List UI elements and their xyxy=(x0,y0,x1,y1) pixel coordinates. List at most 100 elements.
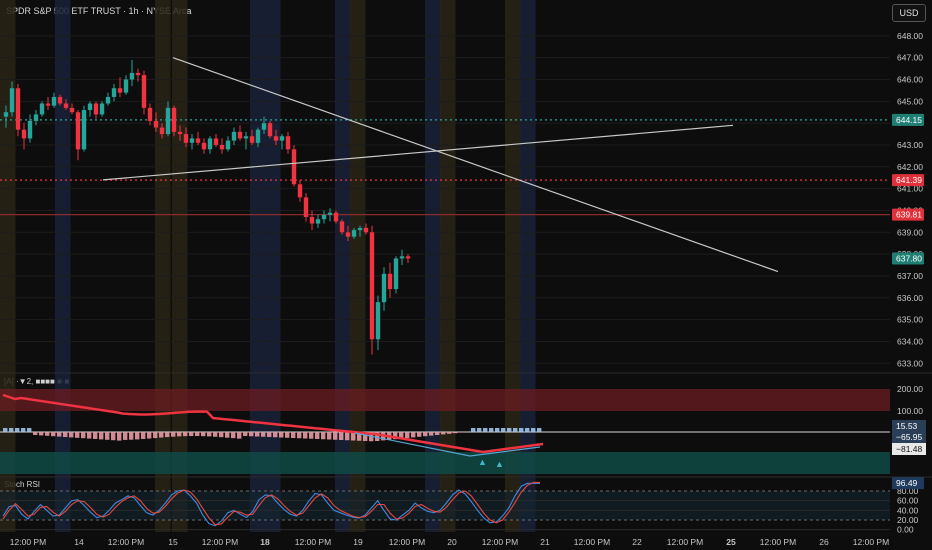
oscillator-bar xyxy=(357,432,362,441)
candle-body xyxy=(231,131,237,141)
oscillator-value-box xyxy=(892,420,926,432)
oscillator-bar xyxy=(201,432,206,437)
buy-signal-marker: ▲ xyxy=(478,457,487,467)
oscillator-bar xyxy=(105,432,110,440)
oscillator-bar xyxy=(273,432,278,438)
candle-body xyxy=(9,88,15,113)
oscillator-bar xyxy=(51,432,56,437)
oscillator-bar xyxy=(231,432,236,439)
candle-body xyxy=(135,72,141,76)
oscillator-bar xyxy=(213,432,218,437)
oscillator-bar xyxy=(393,432,398,440)
oscillator-bar xyxy=(417,432,422,437)
price-tick-label: 634.00 xyxy=(897,336,923,346)
oscillator-bar xyxy=(345,432,350,441)
oscillator-bar xyxy=(261,432,266,437)
oscillator-bar xyxy=(225,432,230,438)
oscillator-bar xyxy=(447,432,452,434)
oscillator-bar xyxy=(129,432,134,440)
candle-body xyxy=(339,221,345,233)
time-tick-label: 15 xyxy=(168,537,178,547)
candle-body xyxy=(315,219,321,224)
oscillator-bar xyxy=(519,428,524,432)
oscillator-bar xyxy=(87,432,92,439)
stoch-rsi-label: Stoch RSI xyxy=(4,480,41,489)
candle-body xyxy=(75,112,81,150)
oscillator-bar xyxy=(405,432,410,438)
candle-body xyxy=(105,96,111,104)
oscillator-bar xyxy=(525,428,530,432)
stoch-value-box xyxy=(892,477,924,490)
candle-body xyxy=(303,197,309,218)
time-tick-label: 26 xyxy=(819,537,829,547)
candle-body xyxy=(363,227,369,233)
candle-body xyxy=(27,120,33,139)
time-tick-label: 22 xyxy=(632,537,642,547)
currency-button[interactable]: USD xyxy=(892,4,926,22)
oscillator-label: [A] ·▼2, ■■■■ ■·■ xyxy=(4,377,70,386)
price-label-box xyxy=(892,252,924,265)
oscillator-bar xyxy=(495,428,500,432)
price-label-text: 641.39 xyxy=(896,175,922,185)
candle-body xyxy=(393,258,399,290)
candle-body xyxy=(99,103,105,115)
candle-body xyxy=(345,232,351,237)
oscillator-bar xyxy=(135,432,140,440)
oscillator-bar xyxy=(249,432,254,437)
oscillator-bar xyxy=(399,432,404,439)
buy-signal-marker: ▲ xyxy=(495,459,504,469)
oscillator-bar xyxy=(9,428,14,432)
oscillator-bar xyxy=(237,432,242,439)
candle-body xyxy=(87,103,93,111)
oscillator-bar xyxy=(141,432,146,440)
candle-body xyxy=(249,136,255,143)
time-tick-label: 20 xyxy=(447,537,457,547)
time-tick-label: 12:00 PM xyxy=(295,537,331,547)
candle-body xyxy=(399,256,405,259)
oscillator-bar xyxy=(501,428,506,432)
candle-body xyxy=(15,88,21,130)
time-tick-label: 12:00 PM xyxy=(574,537,610,547)
oscillator-value-text: −81.48 xyxy=(896,444,923,454)
candle-body xyxy=(351,230,357,237)
candle-body xyxy=(147,107,153,121)
candle-body xyxy=(357,227,363,231)
oscillator-bar xyxy=(375,432,380,441)
stoch-d-line xyxy=(2,481,540,526)
oscillator-bar xyxy=(303,432,308,439)
oscillator-bar xyxy=(507,428,512,432)
price-tick-label: 635.00 xyxy=(897,315,923,325)
price-tick-label: 641.00 xyxy=(897,184,923,194)
time-tick-label: 12:00 PM xyxy=(389,537,425,547)
oscillator-bar xyxy=(21,428,26,432)
oscillator-bar xyxy=(15,428,20,432)
candle-body xyxy=(279,136,285,141)
oscillator-bar xyxy=(483,428,488,432)
oscillator-bar xyxy=(513,428,518,432)
candle-body xyxy=(189,138,195,143)
candle-body xyxy=(129,72,135,80)
oscillator-bar xyxy=(171,432,176,437)
oscillator-bar xyxy=(123,432,128,440)
oscillator-bar xyxy=(339,432,344,440)
oscillator-bar xyxy=(63,432,68,437)
price-tick-label: 633.00 xyxy=(897,358,923,368)
oscillator-bar xyxy=(423,432,428,437)
stoch-band xyxy=(0,491,890,520)
stoch-value-text: 96.49 xyxy=(896,478,918,488)
oscillator-bar xyxy=(183,432,188,437)
oscillator-bar xyxy=(75,432,80,438)
trendline-descending xyxy=(172,57,779,273)
candle-body xyxy=(117,88,123,93)
price-tick-label: 637.00 xyxy=(897,271,923,281)
candle-body xyxy=(39,103,45,115)
oscillator-bar xyxy=(441,432,446,435)
stoch-tick-label: 60.00 xyxy=(897,496,919,506)
oscillator-value-box xyxy=(892,431,926,443)
time-tick-label: 12:00 PM xyxy=(202,537,238,547)
oscillator-bar xyxy=(3,428,8,432)
candle-body xyxy=(177,131,183,135)
candle-body xyxy=(195,138,201,143)
oscillator-value-text: −65.95 xyxy=(896,432,923,442)
